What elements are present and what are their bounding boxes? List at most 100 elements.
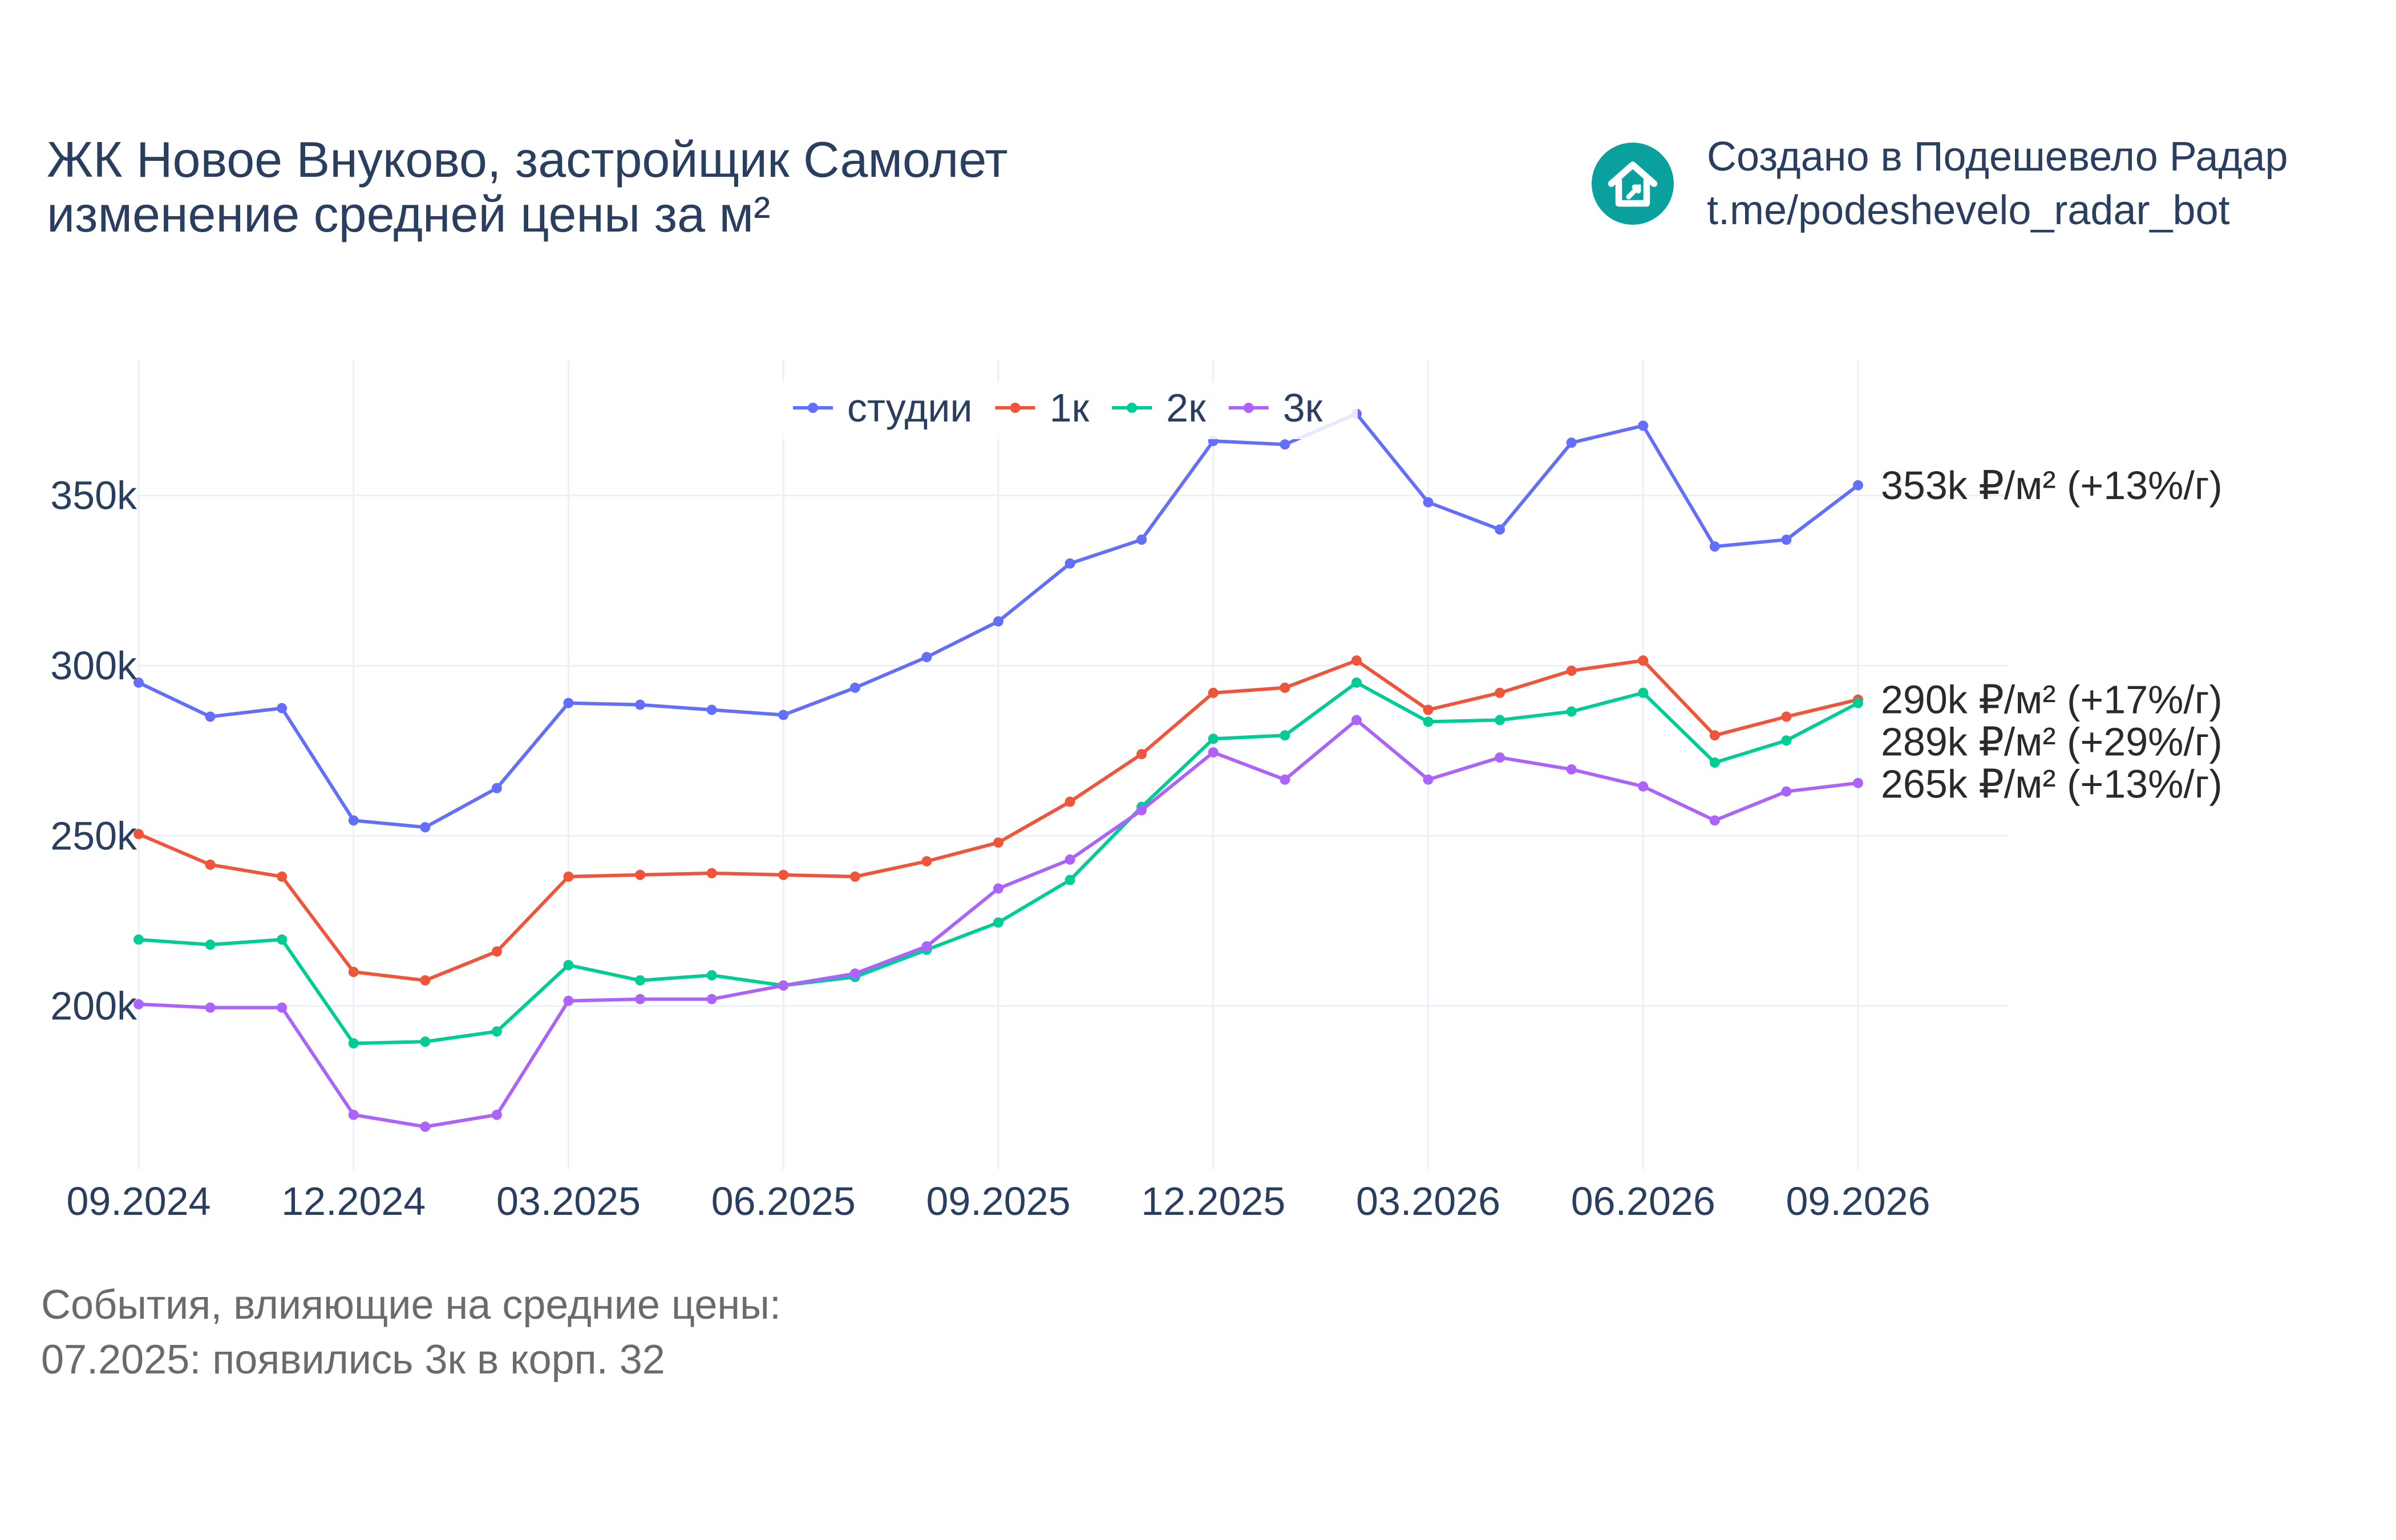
data-point (1781, 735, 1792, 746)
event-item: 07.2025: появились 3к в корп. 32 (41, 1337, 665, 1383)
data-point (1709, 757, 1720, 768)
data-point (1208, 687, 1219, 698)
series-end-label: 289k ₽/м² (+29%/г) (1881, 720, 2223, 764)
data-point (133, 999, 144, 1010)
data-point (778, 869, 789, 880)
data-point (420, 1036, 431, 1047)
credit-line-1: Создано в Подешевело Радар (1707, 134, 2288, 180)
data-point (420, 975, 431, 986)
data-point (993, 917, 1003, 928)
y-tick-label: 250k (50, 813, 137, 858)
credit-link[interactable]: t.me/podeshevelo_radar_bot (1707, 188, 2230, 233)
data-point (1709, 541, 1720, 552)
data-point (1495, 715, 1505, 726)
data-point (1280, 774, 1290, 785)
data-point (1280, 682, 1290, 693)
data-point (993, 616, 1003, 627)
data-point (1351, 655, 1362, 666)
house-logo-icon (1592, 143, 1674, 225)
x-tick-label: 06.2025 (711, 1179, 856, 1223)
data-point (706, 868, 717, 878)
x-tick-label: 06.2026 (1571, 1179, 1715, 1223)
data-point (849, 871, 860, 882)
legend-label: 1к (1050, 386, 1090, 430)
events-heading: События, влияющие на средние цены: (41, 1282, 781, 1328)
data-point (635, 975, 646, 986)
data-point (706, 704, 717, 715)
data-point (1566, 706, 1577, 717)
data-point (1566, 764, 1577, 775)
data-point (205, 860, 216, 870)
data-point (348, 815, 359, 826)
data-point (205, 1002, 216, 1013)
series-end-label: 353k ₽/м² (+13%/г) (1881, 463, 2223, 508)
y-tick-label: 300k (50, 643, 137, 688)
data-point (420, 1121, 431, 1132)
data-point (635, 994, 646, 1004)
data-point (1280, 730, 1290, 741)
data-point (1208, 733, 1219, 744)
data-point (348, 966, 359, 977)
data-point (1638, 420, 1649, 431)
data-point (1208, 747, 1219, 758)
data-point (1423, 497, 1434, 508)
data-point (277, 871, 288, 882)
series-end-label: 265k ₽/м² (+13%/г) (1881, 762, 2223, 807)
legend-swatch-marker (1010, 403, 1021, 413)
x-tick-label: 03.2026 (1356, 1179, 1500, 1223)
data-point (778, 710, 789, 720)
data-point (348, 1038, 359, 1049)
data-point (277, 934, 288, 945)
data-point (1065, 874, 1075, 885)
data-point (563, 698, 574, 708)
data-point (1280, 439, 1290, 450)
data-point (1136, 534, 1147, 545)
data-point (1495, 524, 1505, 535)
data-point (1351, 715, 1362, 726)
data-point (1638, 781, 1649, 792)
data-point (205, 939, 216, 950)
chart-title-line-2: изменение средней цены за м² (47, 186, 771, 242)
data-point (1065, 796, 1075, 807)
data-point (1136, 805, 1147, 816)
data-point (491, 1026, 502, 1037)
data-point (849, 968, 860, 979)
legend-label: 3к (1283, 386, 1323, 430)
data-point (1709, 815, 1720, 826)
data-point (563, 871, 574, 882)
data-point (1853, 777, 1863, 788)
data-point (491, 946, 502, 957)
data-point (1781, 534, 1792, 545)
data-point (993, 837, 1003, 848)
data-point (1065, 558, 1075, 569)
data-point (993, 883, 1003, 894)
data-point (1423, 716, 1434, 727)
y-tick-label: 200k (50, 984, 137, 1028)
data-point (420, 822, 431, 833)
legend-swatch-marker (1127, 403, 1138, 413)
data-point (1566, 437, 1577, 448)
credit-block: Создано в Подешевело Радар t.me/podeshev… (1707, 130, 2288, 237)
legend-swatch-marker (808, 403, 818, 413)
data-point (1853, 480, 1863, 491)
data-point (1423, 704, 1434, 715)
data-point (1709, 730, 1720, 741)
x-tick-label: 09.2026 (1786, 1179, 1930, 1223)
data-point (1136, 749, 1147, 760)
chart-title: ЖК Новое Внуково, застройщик Самолет изм… (47, 132, 1008, 242)
data-point (277, 703, 288, 714)
data-point (491, 783, 502, 793)
data-point (491, 1109, 502, 1120)
data-point (1495, 687, 1505, 698)
data-point (921, 856, 932, 867)
data-point (133, 677, 144, 688)
data-point (1351, 677, 1362, 688)
data-point (1065, 854, 1075, 865)
legend-label: студии (847, 386, 973, 430)
x-tick-label: 09.2024 (66, 1179, 211, 1223)
data-point (1781, 786, 1792, 797)
data-point (133, 829, 144, 840)
data-point (1423, 774, 1434, 785)
series-end-label: 290k ₽/м² (+17%/г) (1881, 678, 2223, 722)
data-point (1566, 665, 1577, 676)
